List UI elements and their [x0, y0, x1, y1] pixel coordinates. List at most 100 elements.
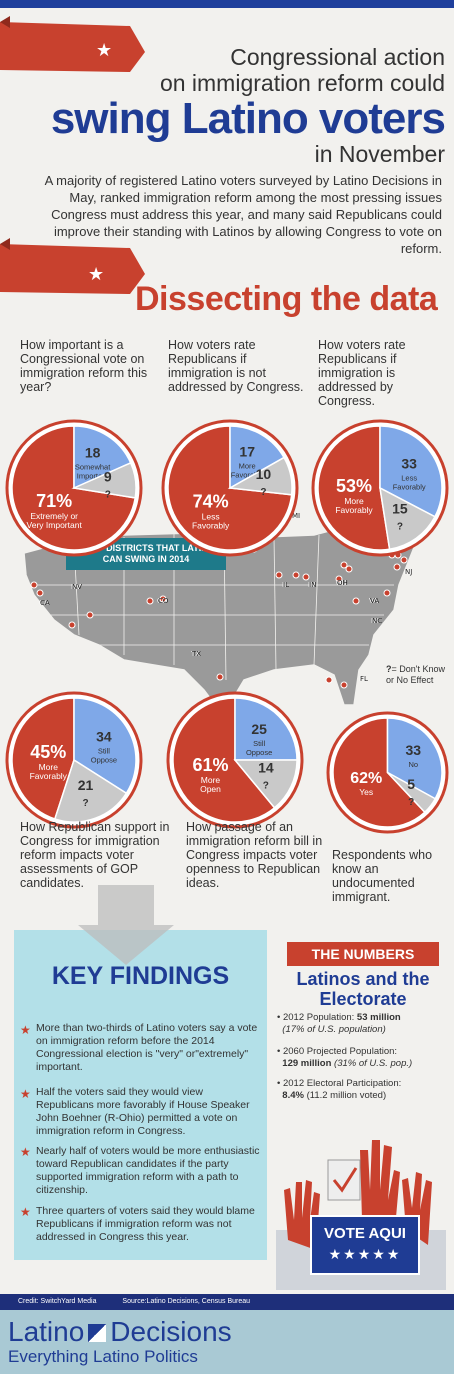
stat-value: 53 million: [356, 1012, 401, 1023]
numbers-subtitle-2: Electorate: [319, 989, 407, 1009]
pie-slice-label: ?: [408, 797, 414, 808]
logo-word-2: Decisions: [110, 1316, 232, 1347]
pie-slice: [234, 697, 298, 761]
pie-value-label: 10: [256, 466, 272, 482]
stat-2: • 2060 Projected Population: 129 million…: [277, 1046, 413, 1069]
pie-value-label: 9: [104, 469, 112, 485]
pie-slice-label: ?: [260, 487, 266, 498]
footer: [0, 1310, 454, 1374]
caption-3: Respondents who know an undocumented imm…: [332, 848, 433, 904]
pie-value-label: 5: [407, 776, 415, 792]
pie-slice-label: Less Favorably: [192, 511, 230, 530]
svg-text:NJ: NJ: [404, 568, 411, 576]
pie-slice: [317, 425, 391, 551]
pie-slice: [73, 425, 132, 490]
state-label-nv: NV: [72, 583, 82, 591]
logo-slash-icon: [88, 1324, 107, 1342]
section-title: Dissecting the data: [135, 280, 438, 318]
key-findings-title: KEY FINDINGS: [51, 962, 230, 990]
pie-value-label: 34: [96, 729, 112, 745]
pie-slice: [233, 759, 298, 809]
svg-text:FL: FL: [359, 675, 367, 683]
header-line-1: Congressional action: [230, 44, 445, 70]
state-label-va: VA: [370, 597, 379, 605]
pie-value-label: 71%: [36, 491, 72, 511]
pie-slice-label: More Open: [200, 775, 221, 794]
state-label-co: CO: [158, 597, 169, 605]
svg-text:★: ★: [88, 264, 104, 285]
question-2: How voters rate Republicans if immigrati…: [168, 338, 304, 394]
state-label-in: IN: [309, 581, 316, 589]
key-findings-box: [14, 930, 267, 1260]
pie-slice: [229, 425, 286, 490]
pie-chart-addressed: 53%More Favorably 33 Less Favorably 15?: [311, 419, 449, 557]
logo-tagline: Everything Latino Politics: [8, 1347, 198, 1366]
pie-slice: [172, 697, 276, 823]
pie-value-label: 61%: [192, 755, 228, 775]
pie-slice-label: Somewhat Important: [75, 462, 111, 480]
svg-text:OH: OH: [336, 579, 347, 587]
vote-box: VOTE AQUI ★★★★★: [310, 1215, 420, 1275]
pie-slice-label: No: [409, 760, 419, 769]
pie-value-label: 33: [406, 742, 422, 758]
pie-slice: [379, 486, 436, 551]
credit-left: Credit: SwitchYard Media: [18, 1298, 97, 1305]
state-label-mi: MI: [292, 512, 300, 520]
pie-value-label: 25: [251, 721, 267, 737]
pie-value-label: 18: [85, 444, 101, 460]
svg-text:CA: CA: [39, 599, 49, 607]
map-legend: ?= Don't Know or No Effect: [386, 664, 446, 686]
top-bar: [0, 0, 454, 8]
header-line-3: in November: [314, 141, 445, 167]
credit-right: Source:Latino Decisions, Census Bureau: [122, 1298, 251, 1305]
caption-1: How Republican support in Congress for i…: [20, 820, 170, 890]
legend-symbol: ?: [386, 664, 392, 674]
ribbon-section: ★: [0, 238, 145, 294]
svg-text:IN: IN: [308, 581, 315, 589]
star-icon: ★: [20, 1205, 31, 1219]
svg-text:TX: TX: [190, 650, 200, 658]
pie-chart-bill-passage: 61%More Open 25 Still Oppose 14?: [166, 691, 304, 829]
question-1: How important is a Congressional vote on…: [20, 338, 148, 394]
svg-text:VA: VA: [369, 597, 378, 605]
pie-value-label: 15: [392, 501, 408, 517]
pie-chart-gop-support: 45%More Favorably 34 Still Oppose 21?: [5, 691, 143, 829]
pie-slice: [11, 697, 75, 820]
pie-slice: [332, 717, 426, 828]
finding-3: Nearly half of voters would be more enth…: [36, 1145, 260, 1196]
pie-slice: [386, 717, 443, 800]
pie-chart-importance: 71%Extremely or Very Important 18 Somewhat I…: [5, 419, 143, 557]
stat-3: • 2012 Electoral Participation: 8.4% (11…: [277, 1078, 402, 1101]
svg-text:IL: IL: [282, 581, 288, 589]
star-icon: ★: [20, 1023, 31, 1037]
vote-label: VOTE AQUI: [324, 1225, 406, 1242]
pie-slice: [71, 461, 137, 499]
credits-bar: Credit: SwitchYard Media Source:Latino D…: [0, 1294, 454, 1310]
gop-district-dots: [30, 541, 408, 689]
finding-1: More than two-thirds of Latino voters sa…: [36, 1022, 258, 1073]
pie-slice: [227, 456, 293, 496]
pie-value-label: 14: [258, 760, 274, 776]
pie-value-label: 74%: [193, 491, 229, 511]
pie-slice: [386, 771, 437, 814]
intro-text: A majority of registered Latino voters s…: [44, 173, 442, 256]
logo-word-1: Latino: [8, 1316, 85, 1347]
pie-slice-label: More Favorably: [335, 496, 373, 515]
stat-1: • 2012 Population: 53 million (17% of U.…: [277, 1012, 401, 1035]
star-icon: ★: [20, 1145, 31, 1159]
state-label-nc: NC: [372, 617, 382, 625]
down-arrow-icon: [78, 885, 174, 965]
pie-slice-label: ?: [82, 798, 88, 809]
state-label-nj: NJ: [405, 568, 412, 576]
svg-text:NC: NC: [371, 617, 381, 625]
svg-text:★: ★: [96, 40, 112, 61]
state-label-fl: FL: [360, 675, 368, 683]
legend-text: = Don't Know or No Effect: [386, 664, 445, 685]
pie-slice-label: Still Oppose: [91, 747, 117, 765]
pie-value-label: 21: [78, 777, 94, 793]
finding-4: Three quarters of voters said they would…: [36, 1205, 255, 1243]
stat-label: 2060 Projected Population:: [282, 1046, 398, 1057]
pie-value-label: 62%: [350, 770, 382, 787]
pie-slice-label: ?: [105, 490, 111, 501]
star-row-icon: ★★★★★: [328, 1246, 402, 1262]
